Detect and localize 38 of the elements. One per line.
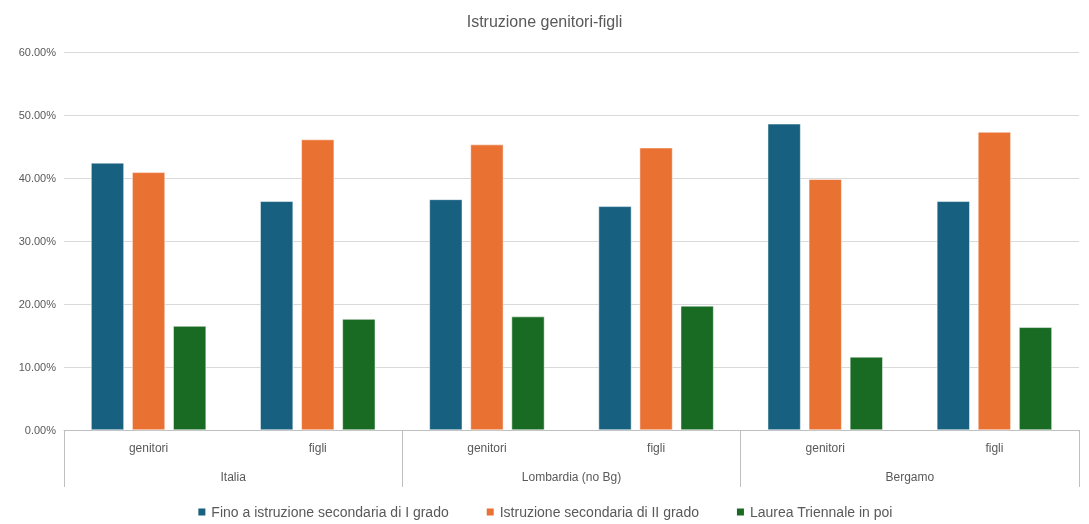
legend-label: Laurea Triennale in poi: [749, 504, 893, 520]
x-tick-label: figli: [647, 441, 666, 455]
bar: [91, 162, 124, 430]
chart-title: Istruzione genitori-figli: [466, 12, 623, 30]
bar: [260, 201, 294, 430]
y-tick-label: 30.00%: [18, 235, 57, 247]
bar: [301, 139, 335, 430]
legend-label: Fino a istruzione secondaria di I grado: [211, 504, 449, 520]
bar: [936, 201, 970, 430]
bar: [639, 147, 673, 430]
y-tick-label: 50.00%: [18, 109, 57, 121]
bar: [173, 326, 207, 430]
text: Bergamo: [885, 470, 935, 484]
y-tick-label: 20.00%: [18, 298, 57, 310]
legend-label: Istruzione secondaria di II grado: [499, 504, 700, 520]
bar: [429, 199, 463, 430]
y-tick-label: 0.00%: [24, 424, 57, 436]
bar: [511, 316, 545, 430]
bar: [680, 305, 714, 430]
bar: [1019, 327, 1052, 430]
bar: [342, 319, 376, 430]
x-tick-label: genitori: [128, 441, 169, 455]
x-tick-label: genitori: [467, 441, 507, 455]
y-tick-label: 60.00%: [18, 46, 57, 58]
text: Italia: [220, 470, 247, 484]
bar: [470, 144, 504, 430]
bar: [132, 172, 166, 430]
x-tick-label: genitori: [805, 441, 845, 455]
bar: [808, 179, 842, 430]
bar: [849, 356, 883, 430]
text: Lombardia (no Bg): [521, 470, 622, 484]
bar: [767, 123, 801, 430]
bar: [977, 132, 1011, 430]
bar: [598, 206, 632, 430]
x-tick-label: figli: [308, 441, 327, 455]
x-tick-label: figli: [985, 441, 1004, 455]
y-tick-label: 40.00%: [18, 172, 57, 184]
y-tick-label: 10.00%: [18, 361, 57, 373]
